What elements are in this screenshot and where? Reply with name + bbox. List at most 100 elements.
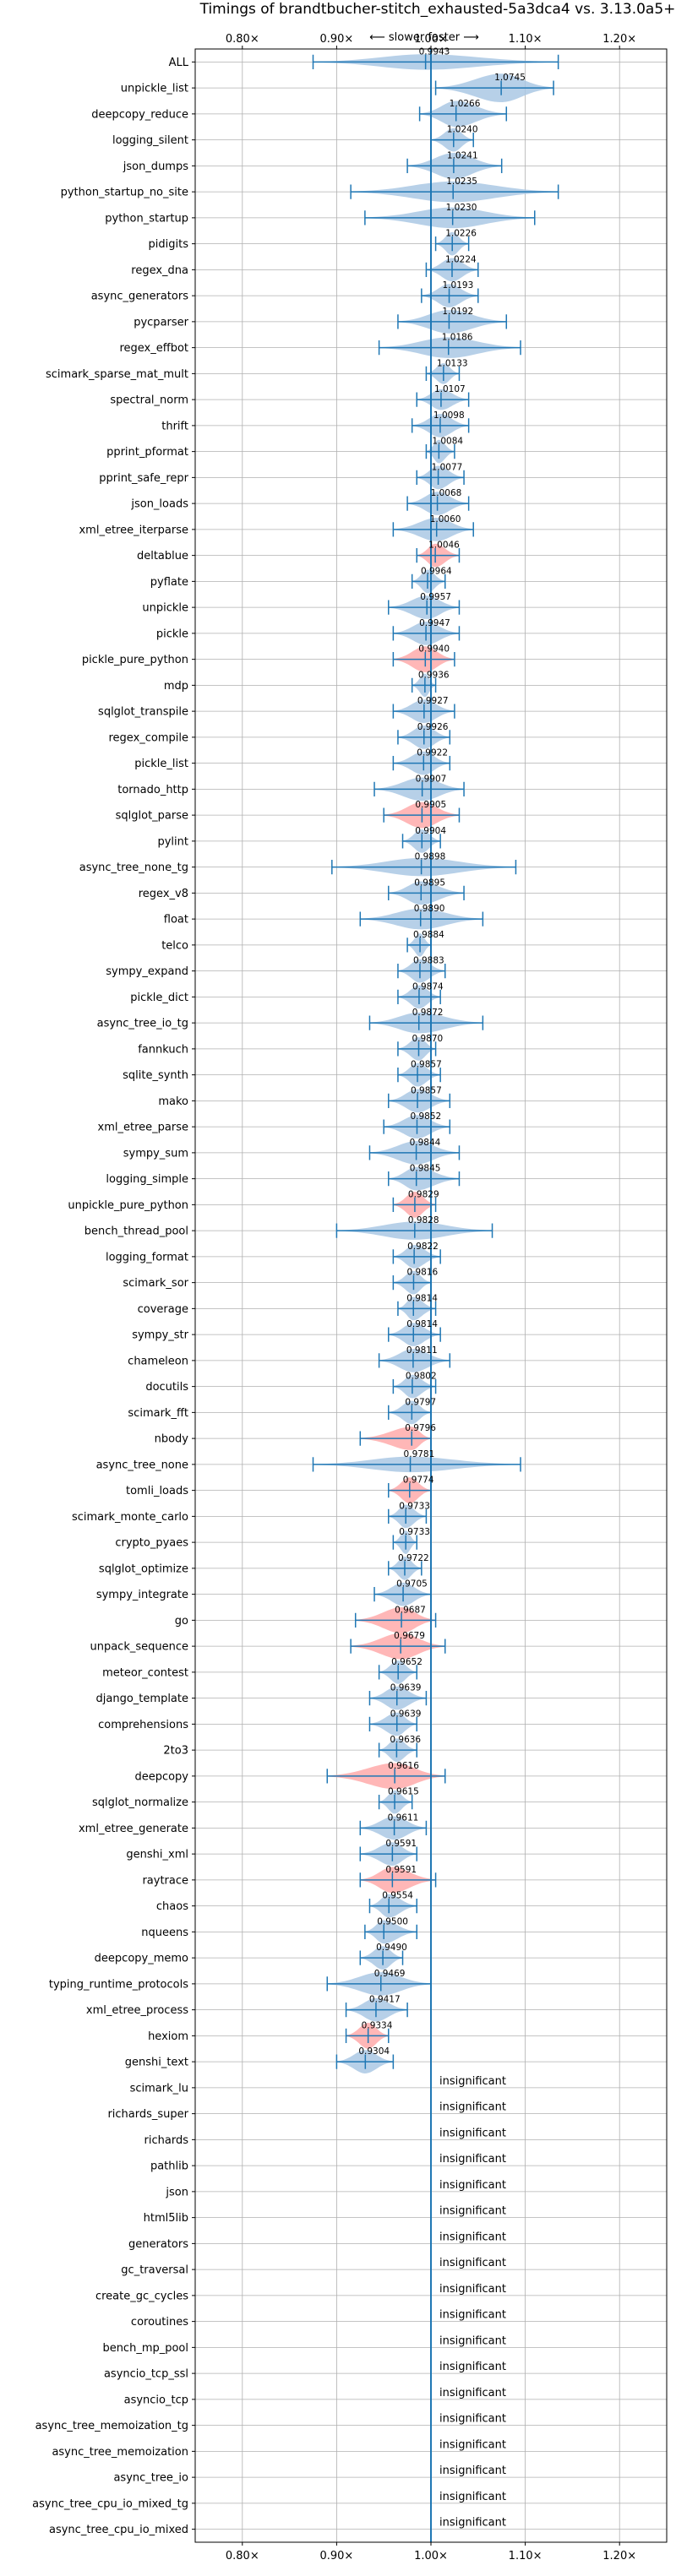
category-label: deepcopy_memo	[95, 1953, 188, 1965]
category-label: sqlglot_normalize	[92, 1796, 188, 1809]
value-label: 0.9870	[412, 1034, 443, 1044]
value-label: 0.9857	[411, 1085, 442, 1095]
category-label: regex_v8	[139, 888, 188, 900]
value-label: 0.9922	[417, 748, 448, 758]
category-label: sympy_sum	[123, 1147, 188, 1160]
value-label: 0.9947	[419, 618, 450, 628]
value-label: 1.0226	[445, 229, 477, 239]
category-label: pickle_pure_python	[82, 654, 188, 666]
category-label: scimark_monte_carlo	[72, 1511, 188, 1524]
category-label: generators	[128, 2238, 188, 2251]
value-label: 0.9591	[385, 1839, 417, 1849]
category-label: async_tree_none_tg	[79, 861, 188, 874]
value-label: 1.0107	[434, 384, 466, 394]
category-label: sympy_integrate	[96, 1589, 188, 1601]
value-label: 0.9829	[408, 1189, 439, 1199]
value-label: 0.9687	[395, 1605, 426, 1615]
x-tick-label-bottom: 0.80×	[226, 2550, 259, 2562]
plot-frame	[194, 48, 668, 2543]
category-label: tornado_http	[117, 784, 188, 796]
category-label: genshi_text	[125, 2057, 188, 2069]
category-label: async_tree_io	[113, 2472, 188, 2485]
category-label: async_tree_io_tg	[97, 1018, 188, 1030]
value-label: 0.9705	[396, 1579, 428, 1590]
value-label: 1.0224	[445, 254, 477, 264]
x-tick-label-bottom: 1.20×	[602, 2550, 636, 2562]
value-label: 0.9964	[421, 566, 452, 576]
category-label: unpack_sequence	[90, 1641, 188, 1654]
value-label: 0.9905	[415, 800, 446, 810]
insignificant-label: insignificant	[439, 2075, 506, 2088]
insignificant-label: insignificant	[439, 2179, 506, 2192]
category-label: pycparser	[134, 316, 188, 329]
value-label: 0.9797	[405, 1397, 436, 1407]
x-tick-label-top: 1.20×	[602, 33, 636, 46]
category-label: deepcopy	[134, 1770, 188, 1783]
category-label: pickle	[156, 628, 188, 640]
category-label: sqlglot_parse	[116, 810, 188, 823]
insignificant-label: insignificant	[439, 2438, 506, 2451]
category-label: richards	[144, 2134, 189, 2147]
value-label: 1.0133	[437, 358, 468, 368]
category-label: logging_silent	[112, 134, 188, 147]
category-label: scimark_lu	[130, 2082, 188, 2095]
label-layer: 0.9943 1.0745 1.0266 1.0240 1.0241 1.0235 1.02…	[358, 46, 526, 2529]
value-label: 0.9781	[404, 1449, 435, 1459]
value-label: 0.9733	[399, 1501, 430, 1511]
category-label: async_generators	[91, 291, 189, 303]
category-label: bench_thread_pool	[84, 1226, 188, 1238]
x-tick-label-top: 1.10×	[509, 33, 542, 46]
category-label: pickle_list	[134, 758, 188, 770]
category-label: python_startup_no_site	[61, 187, 188, 199]
insignificant-label: insignificant	[439, 2101, 506, 2114]
value-label: 0.9490	[376, 1943, 407, 1953]
category-label: json_loads	[130, 498, 188, 511]
value-label: 1.0046	[428, 541, 460, 551]
category-label: xml_etree_generate	[79, 1823, 188, 1835]
category-label: deltablue	[137, 550, 188, 562]
value-label: 0.9796	[405, 1423, 436, 1433]
category-label: float	[164, 914, 188, 927]
category-label: sqlglot_transpile	[98, 706, 188, 719]
value-label: 1.0266	[450, 99, 481, 109]
value-label: 0.9733	[399, 1527, 430, 1537]
value-label: 0.9554	[382, 1891, 413, 1901]
category-label: async_tree_memoization	[52, 2446, 188, 2459]
value-label: 0.9652	[391, 1657, 422, 1667]
category-label: typing_runtime_protocols	[49, 1978, 188, 1991]
value-label: 0.9816	[406, 1268, 438, 1278]
value-label: 0.9936	[418, 670, 450, 680]
category-label: pathlib	[150, 2160, 188, 2173]
category-label: pprint_safe_repr	[99, 472, 188, 485]
insignificant-label: insignificant	[439, 2231, 506, 2243]
category-label: go	[175, 1615, 188, 1628]
value-label: 0.9334	[362, 2020, 393, 2030]
value-label: 0.9857	[411, 1060, 442, 1070]
value-label: 0.9844	[410, 1138, 441, 1148]
category-label: meteor_contest	[102, 1666, 188, 1679]
value-label: 0.9679	[394, 1631, 425, 1641]
value-label: 0.9591	[385, 1865, 417, 1875]
category-label: unpickle_pure_python	[68, 1199, 188, 1212]
category-label: sqlite_synth	[123, 1069, 188, 1082]
value-label: 1.0068	[431, 488, 462, 498]
category-label: async_tree_cpu_io_mixed_tg	[32, 2497, 188, 2510]
category-label: xml_etree_iterparse	[79, 524, 188, 536]
category-label: coroutines	[131, 2316, 188, 2329]
value-label: 1.0186	[442, 333, 473, 343]
value-label: 0.9417	[369, 1995, 401, 2005]
value-label: 1.0060	[430, 514, 461, 524]
value-label: 0.9957	[420, 592, 451, 602]
category-label: regex_dna	[131, 264, 188, 277]
value-label: 0.9469	[374, 1969, 406, 1979]
insignificant-label: insignificant	[439, 2465, 506, 2477]
category-label: docutils	[145, 1381, 188, 1394]
category-label: tomli_loads	[126, 1485, 188, 1497]
value-label: 0.9774	[403, 1475, 434, 1486]
value-label: 1.0098	[433, 410, 465, 421]
category-label: mdp	[164, 680, 188, 693]
value-label: 0.9802	[406, 1372, 437, 1382]
value-label: 0.9907	[416, 774, 447, 784]
value-label: 1.0235	[446, 177, 477, 187]
